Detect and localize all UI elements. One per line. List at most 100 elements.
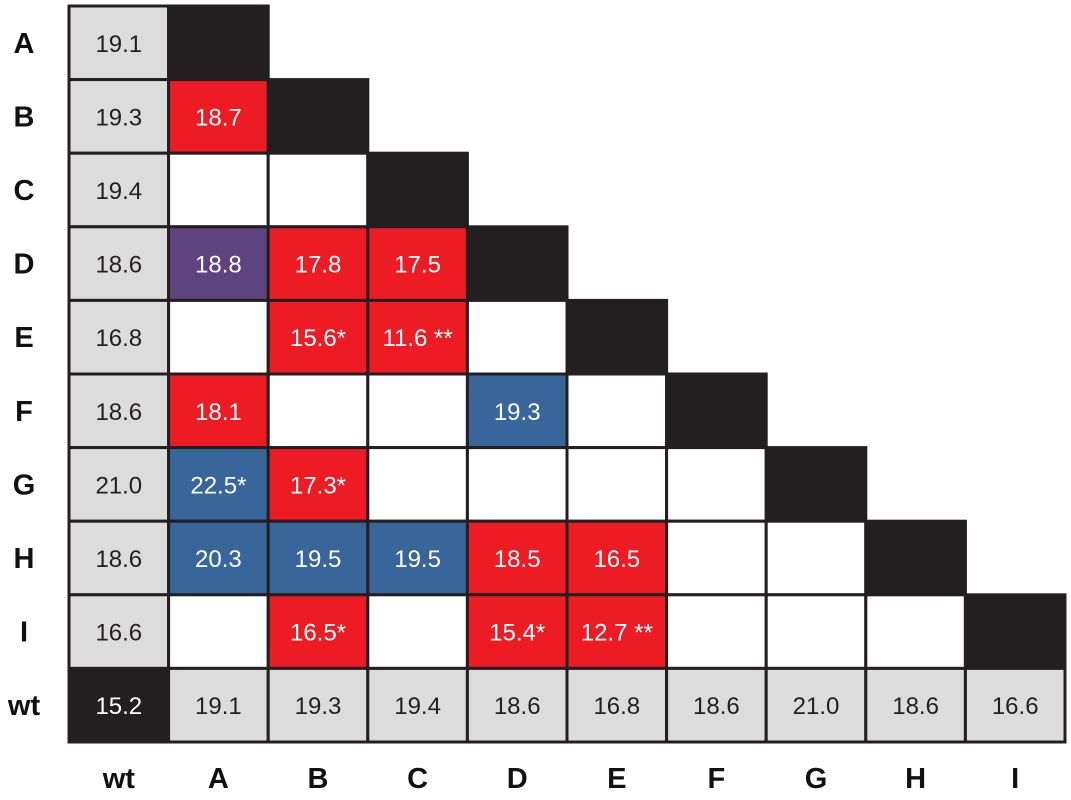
heatmap-cell-E-A [167, 298, 270, 376]
cell-value-G-B: 17.3* [290, 472, 346, 499]
cell-value-wt-wt: 15.2 [95, 693, 142, 720]
cell-value-E-wt: 16.8 [95, 325, 142, 352]
heatmap-cell-F-D [465, 372, 569, 450]
cell-value-H-E: 16.5 [593, 546, 640, 573]
row-label-E: E [14, 322, 33, 354]
heatmap-cell-H-D [465, 519, 569, 597]
cell-value-I-D: 15.4* [489, 620, 545, 647]
heatmap-cell-F-F [665, 372, 768, 450]
heatmap-cell-wt-wt [67, 666, 171, 744]
cell-value-B-wt: 19.3 [95, 104, 142, 131]
cell-value-wt-A: 19.1 [195, 693, 242, 720]
heatmap-cell-I-F [665, 593, 768, 670]
heatmap-cell-D-C [366, 225, 469, 302]
heatmap-cell-C-A [167, 151, 270, 229]
col-label-A: A [208, 763, 229, 795]
col-label-F: F [708, 763, 726, 795]
cell-value-wt-E: 16.8 [593, 693, 640, 720]
heatmap-cell-H-G [764, 519, 868, 597]
heatmap-cell-wt-I [963, 666, 1067, 744]
heatmap-cell-H-E [565, 519, 669, 597]
heatmap-cell-G-C [366, 446, 469, 523]
col-label-G: G [805, 763, 828, 795]
heatmap-cell-H-F [665, 519, 768, 597]
heatmap-cell-H-A [167, 519, 270, 597]
heatmap-cell-G-B [266, 446, 370, 523]
heatmap-cell-F-C [366, 372, 469, 450]
row-label-wt: wt [7, 690, 41, 722]
cell-value-H-wt: 18.6 [95, 546, 142, 573]
heatmap-cell-I-C [366, 593, 469, 670]
cell-value-wt-G: 21.0 [793, 693, 840, 720]
cell-value-I-B: 16.5* [290, 620, 346, 647]
row-label-I: I [20, 617, 28, 649]
heatmap-cell-I-I [963, 593, 1067, 670]
heatmap-cell-E-D [465, 298, 569, 376]
heatmap-cell-C-B [266, 151, 370, 229]
heatmap-cell-wt-F [665, 666, 768, 744]
axis-labels: A B C D E F G H Iwt wt A B C D E F G H I [7, 28, 1019, 795]
col-label-I: I [1011, 763, 1019, 795]
cell-value-F-D: 19.3 [494, 399, 541, 426]
cell-value-G-wt: 21.0 [95, 472, 142, 499]
col-label-C: C [407, 763, 428, 795]
cell-value-E-B: 15.6* [290, 325, 346, 352]
cell-value-wt-C: 19.4 [394, 693, 441, 720]
cell-value-G-A: 22.5* [190, 472, 246, 499]
row-label-D: D [14, 249, 35, 281]
heatmap-cell-G-D [465, 446, 569, 523]
row-label-C: C [14, 175, 35, 207]
heatmap-cell-G-A [167, 446, 270, 523]
heatmap-cells: 19.1 19.3 18.7 19.4 18.6 18.8 17.8 17.5 16.8 15.6… [67, 4, 1067, 744]
cell-value-H-C: 19.5 [394, 546, 441, 573]
col-label-wt: wt [102, 763, 136, 795]
cell-value-B-A: 18.7 [195, 104, 242, 131]
col-label-E: E [607, 763, 626, 795]
cell-value-wt-D: 18.6 [494, 693, 541, 720]
cell-value-D-C: 17.5 [394, 252, 441, 279]
heatmap-cell-I-A [167, 593, 270, 670]
heatmap-cell-D-D [465, 225, 569, 302]
cell-value-I-wt: 16.6 [95, 620, 142, 647]
heatmap-cell-wt-G [764, 666, 868, 744]
heatmap-cell-C-C [366, 151, 469, 229]
heatmap-cell-wt-H [864, 666, 967, 744]
heatmap-cell-H-C [366, 519, 469, 597]
cell-value-H-A: 20.3 [195, 546, 242, 573]
cell-value-I-E: 12.7 ** [581, 620, 653, 647]
cell-value-wt-H: 18.6 [892, 693, 939, 720]
row-label-B: B [14, 101, 35, 133]
cell-value-F-A: 18.1 [195, 399, 242, 426]
row-label-H: H [14, 543, 35, 575]
cell-value-wt-F: 18.6 [693, 693, 740, 720]
heatmap-cell-A-A [167, 4, 270, 82]
cell-value-wt-B: 19.3 [295, 693, 342, 720]
heatmap-cell-H-H [864, 519, 967, 597]
heatmap-cell-F-B [266, 372, 370, 450]
cell-value-F-wt: 18.6 [95, 399, 142, 426]
row-label-F: F [15, 396, 33, 428]
cell-value-C-wt: 19.4 [95, 178, 142, 205]
cell-value-wt-I: 16.6 [992, 693, 1039, 720]
heatmap-cell-B-B [266, 78, 370, 155]
cell-value-H-B: 19.5 [295, 546, 342, 573]
heatmap-cell-E-B [266, 298, 370, 376]
col-label-H: H [905, 763, 926, 795]
heatmap-cell-F-wt [67, 372, 171, 450]
row-label-A: A [14, 28, 35, 60]
heatmap-cell-I-H [864, 593, 967, 670]
col-label-D: D [507, 763, 528, 795]
col-label-B: B [308, 763, 329, 795]
cell-value-D-B: 17.8 [295, 252, 342, 279]
heatmap-cell-G-E [565, 446, 669, 523]
heatmap-cell-I-G [764, 593, 868, 670]
heatmap-cell-wt-C [366, 666, 469, 744]
heatmap-cell-F-E [565, 372, 669, 450]
heatmap-cell-D-A [167, 225, 270, 302]
heatmap-cell-wt-A [167, 666, 270, 744]
cell-value-H-D: 18.5 [494, 546, 541, 573]
heatmap-cell-H-B [266, 519, 370, 597]
cell-value-E-C: 11.6 ** [382, 325, 452, 352]
heatmap-cell-E-E [565, 298, 669, 376]
